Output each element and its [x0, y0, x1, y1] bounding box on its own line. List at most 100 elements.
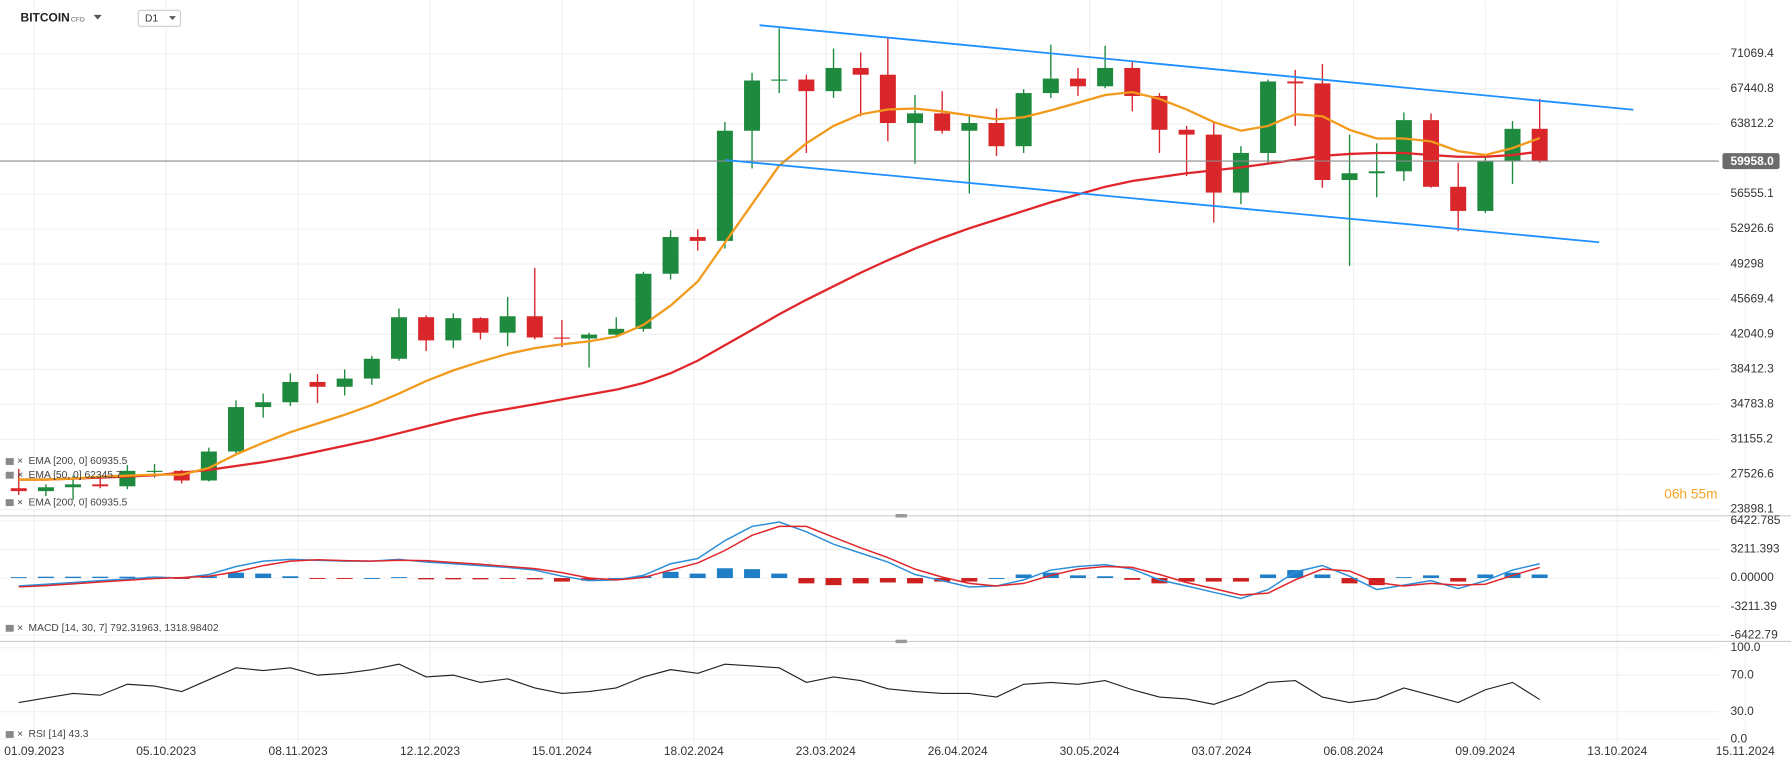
- candle-body: [852, 67, 869, 75]
- y-tick-label: 23898.1: [1730, 502, 1774, 516]
- candle-body: [1395, 120, 1412, 172]
- candle-body: [1423, 120, 1440, 187]
- candle-body: [1287, 81, 1304, 84]
- histogram-bar: [1097, 576, 1114, 579]
- channel-lower[interactable]: [725, 159, 1600, 244]
- candle-body: [526, 316, 543, 338]
- line: [18, 90, 1541, 481]
- symbol[interactable]: BITCOIN: [21, 11, 70, 25]
- candle-body: [1341, 173, 1358, 181]
- x-tick-label: 18.02.2024: [664, 744, 724, 758]
- y-tick-label: 71069.4: [1730, 46, 1774, 60]
- candle-body: [92, 484, 109, 487]
- candle-body: [336, 378, 353, 387]
- y-tick-label: 56555.1: [1730, 186, 1774, 200]
- x-tick-label: 03.07.2024: [1192, 744, 1252, 758]
- histogram-bar: [200, 576, 217, 579]
- x-tick-label: 06.08.2024: [1323, 744, 1383, 758]
- histogram-bar: [553, 578, 570, 582]
- histogram-bar: [581, 578, 598, 581]
- candle-body: [608, 328, 625, 335]
- candle-body: [146, 470, 163, 472]
- legend-entry: MACD [14, 30, 7] 792.31963, 1318.98402: [29, 623, 219, 634]
- candle-body: [282, 381, 299, 403]
- legend-close: ×: [17, 470, 23, 481]
- candle-body: [635, 273, 652, 329]
- candle-timer: 06h 55m: [1664, 486, 1717, 501]
- histogram-bar: [961, 578, 978, 582]
- candle-body: [988, 123, 1005, 147]
- candle-body: [1368, 171, 1385, 174]
- x-tick-label: 05.10.2023: [136, 744, 196, 758]
- line: [18, 521, 1540, 600]
- histogram-bar: [92, 576, 109, 579]
- candle-body: [1042, 78, 1059, 94]
- candle-body: [445, 318, 462, 341]
- histogram-bar: [499, 578, 516, 579]
- histogram-bar: [825, 578, 842, 586]
- histogram-bar: [1069, 575, 1086, 579]
- legend-icon: [5, 731, 14, 738]
- y-tick-label: 45669.4: [1730, 291, 1774, 305]
- symbol-dropdown[interactable]: [93, 14, 102, 20]
- channel-upper[interactable]: [759, 24, 1634, 111]
- candle-body: [1504, 128, 1521, 161]
- histogram-bar: [934, 578, 951, 582]
- pane-handle[interactable]: [895, 514, 907, 518]
- histogram-bar: [1015, 574, 1032, 579]
- histogram-bar: [526, 578, 543, 580]
- histogram-bar: [879, 578, 896, 583]
- candle-body: [1314, 83, 1331, 181]
- y-tick-label: 30.0: [1730, 704, 1754, 718]
- histogram-bar: [744, 569, 761, 579]
- timeframe-arrow: [169, 16, 176, 21]
- candle-body: [798, 79, 815, 92]
- histogram-bar: [907, 578, 924, 584]
- y-tick-label: 38412.3: [1730, 361, 1774, 375]
- candle-body: [37, 487, 54, 492]
- histogram-bar: [716, 568, 733, 579]
- candle-body: [1069, 78, 1086, 87]
- line: [18, 150, 1540, 481]
- histogram-bar: [418, 578, 435, 580]
- x-tick-label: 12.12.2023: [400, 744, 460, 758]
- y-tick-label: 52926.6: [1730, 221, 1774, 235]
- pane-handle[interactable]: [895, 639, 907, 644]
- histogram-bar: [390, 577, 407, 579]
- histogram-bar: [1232, 578, 1249, 582]
- histogram-bar: [228, 572, 245, 579]
- candle-body: [879, 74, 896, 124]
- histogram-bar: [363, 578, 380, 579]
- timeframe-select[interactable]: [137, 9, 182, 27]
- candle-body: [1178, 129, 1195, 135]
- y-tick-label: -3211.39: [1730, 599, 1777, 613]
- candle-body: [1232, 152, 1249, 193]
- y-tick-label: 31155.2: [1730, 432, 1773, 446]
- x-tick-label: 15.11.2024: [1716, 744, 1775, 758]
- candle-body: [825, 67, 842, 92]
- histogram-bar: [1205, 578, 1222, 582]
- histogram-bar: [1477, 574, 1494, 579]
- legend-close: ×: [17, 456, 23, 467]
- candle-body: [744, 80, 761, 131]
- histogram-bar: [65, 576, 82, 579]
- y-tick-label: 3211.393: [1730, 542, 1779, 556]
- x-tick-label: 09.09.2024: [1455, 744, 1515, 758]
- candle-body: [716, 130, 733, 241]
- y-tick-label: 0.00000: [1730, 570, 1774, 584]
- candle-body: [418, 317, 435, 341]
- candle-body: [1450, 186, 1467, 211]
- histogram-bar: [798, 578, 815, 584]
- candle-body: [1124, 67, 1141, 96]
- histogram-bar: [119, 576, 136, 579]
- candle-body: [1531, 128, 1548, 162]
- candle-body: [472, 318, 489, 333]
- legend-icon: [5, 624, 14, 632]
- histogram-bar: [472, 578, 489, 580]
- candle-body: [10, 488, 27, 492]
- candle-body: [689, 237, 706, 241]
- y-tick-label: 27526.6: [1730, 467, 1774, 481]
- symbol-badge: CFD: [71, 16, 85, 23]
